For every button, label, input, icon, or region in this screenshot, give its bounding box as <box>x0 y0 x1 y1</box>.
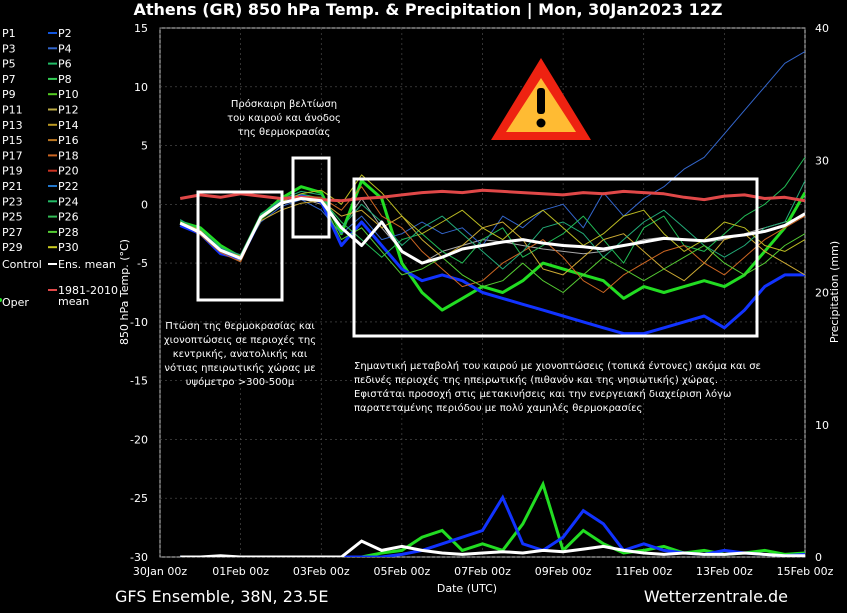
warning-exclamation-dot <box>536 118 546 128</box>
x-tick-label: 15Feb 00z <box>777 565 834 578</box>
legend-label-p11: P11 <box>2 104 23 117</box>
x-tick-label: 05Feb 00z <box>374 565 431 578</box>
precip-series-oper <box>180 480 805 557</box>
y2-tick-label: 30 <box>815 154 829 167</box>
legend-label-p18: P18 <box>58 149 79 162</box>
y-tick-label: -15 <box>130 375 148 388</box>
footer-source: Wetterzentrale.de <box>644 587 788 606</box>
y-tick-label: 5 <box>141 140 148 153</box>
y-tick-label: 0 <box>141 198 148 211</box>
legend-label-p12: P12 <box>58 104 79 117</box>
temp-series-1981-2010-mean <box>179 188 805 203</box>
y2-tick-label: 40 <box>815 22 829 35</box>
annotation-drop-line: χιονοπτώσεις σε περιοχές της <box>164 334 316 346</box>
legend-label-p29: P29 <box>2 241 23 254</box>
y2-tick-label: 10 <box>815 419 829 432</box>
annotation-change-line: Εφιστάται προσοχή στις μετακινήσεις και … <box>354 388 731 400</box>
legend-label-p6: P6 <box>58 58 72 71</box>
legend-label-p17: P17 <box>2 149 23 162</box>
annotation-change-line: πεδινές περιοχές της ηπειρωτικής (πιθανό… <box>354 374 718 386</box>
warning-exclamation-bar <box>537 88 545 114</box>
x-tick-label: 03Feb 00z <box>293 565 350 578</box>
y-tick-label: -25 <box>130 492 148 505</box>
legend-label-p4: P4 <box>58 42 72 55</box>
legend-swatch-oper <box>0 298 2 302</box>
legend-label-p23: P23 <box>2 195 23 208</box>
annotation-box-change <box>352 177 759 338</box>
annotation-drop-line: Πτώση της θερμοκρασίας και <box>165 320 315 332</box>
y2-axis-label: Precipitation (mm) <box>828 241 841 343</box>
annotations: Πρόσκαιρη βελτίωση του καιρού και άνοδος τ… <box>164 58 761 414</box>
legend-label-p9: P9 <box>2 88 16 101</box>
annotation-change-line: Σημαντική μεταβολή του καιρού με χιονοπτ… <box>354 360 761 372</box>
y-tick-label: -5 <box>137 257 148 270</box>
legend-label-p3: P3 <box>2 42 16 55</box>
legend-label-p27: P27 <box>2 226 23 239</box>
legend-label-control: Control <box>2 258 42 271</box>
legend-label-p2: P2 <box>58 27 72 40</box>
legend-label-p5: P5 <box>2 58 16 71</box>
plot-area: 15 10 5 0 -5 -10 -15 -20 -25 -30 40 30 20 10 0 30Jan 00… <box>130 22 834 578</box>
x-tick-label: 11Feb 00z <box>615 565 672 578</box>
legend-label-p13: P13 <box>2 119 23 132</box>
temp-series-p13 <box>180 200 805 282</box>
legend-label-p24: P24 <box>58 195 79 208</box>
y-tick-label: 10 <box>134 81 148 94</box>
temp-series-oper <box>179 179 805 312</box>
y-tick-label: 15 <box>134 22 148 35</box>
chart-title: Athens (GR) 850 hPa Temp. & Precipitatio… <box>133 0 722 20</box>
annotation-drop-line: υψόμετρο >300-500μ <box>186 376 295 388</box>
legend-label-p1: P1 <box>2 27 16 40</box>
annotation-improvement-line: Πρόσκαιρη βελτίωση <box>231 98 337 110</box>
y2-tick-label: 20 <box>815 287 829 300</box>
legend-label-climate-line1: 1981-2010 <box>58 284 118 297</box>
legend-label-p22: P22 <box>58 180 79 193</box>
annotation-box-drop <box>196 190 284 302</box>
y2-tick-label: 0 <box>815 551 822 564</box>
legend-label-p26: P26 <box>58 211 79 224</box>
legend-label-p8: P8 <box>58 73 72 86</box>
annotation-drop-line: κεντρικής, ανατολικής και <box>173 348 308 360</box>
x-tick-label: 07Feb 00z <box>454 565 511 578</box>
legend-label-p25: P25 <box>2 211 23 224</box>
footer-model-info: GFS Ensemble, 38N, 23.5E <box>115 587 328 606</box>
legend: P1 P2 P3 P4 P5 P6 P7 P8 P9 P10 P11 P12 P13 P14 P15 P16 P… <box>0 27 118 309</box>
annotation-drop-line: νότιας ηπειρωτικής χώρας με <box>164 362 315 374</box>
legend-label-p16: P16 <box>58 134 79 147</box>
temp-series-p1 <box>180 51 805 257</box>
y-tick-label: -30 <box>130 551 148 564</box>
legend-label-p28: P28 <box>58 226 79 239</box>
legend-label-oper: Oper <box>2 296 29 309</box>
legend-label-p19: P19 <box>2 165 23 178</box>
legend-label-climate-line2: mean <box>58 295 89 308</box>
legend-label-p21: P21 <box>2 180 23 193</box>
annotation-improvement-line: της θερμοκρασίας <box>238 126 331 138</box>
annotation-improvement-line: του καιρού και άνοδος <box>227 112 341 124</box>
warning-triangle-icon <box>491 58 591 140</box>
x-tick-label: 01Feb 00z <box>212 565 269 578</box>
y-tick-label: -10 <box>130 316 148 329</box>
precip-series-ens-mean <box>180 539 805 557</box>
legend-label-p10: P10 <box>58 88 79 101</box>
annotation-change-line: παρατεταμένης περιόδου με πολύ χαμηλές θ… <box>354 402 642 414</box>
y-axis-label: 850 hPa Temp. (°C) <box>118 239 131 345</box>
annotation-box-improvement <box>291 156 331 239</box>
legend-label-p7: P7 <box>2 73 16 86</box>
x-tick-label: 13Feb 00z <box>696 565 753 578</box>
series-group <box>179 51 805 557</box>
legend-label-p15: P15 <box>2 134 23 147</box>
y-tick-label: -20 <box>130 433 148 446</box>
legend-label-p14: P14 <box>58 119 79 132</box>
temp-series-ens-mean <box>179 197 805 265</box>
legend-label-p30: P30 <box>58 241 79 254</box>
x-tick-label: 30Jan 00z <box>133 565 187 578</box>
x-tick-label: 09Feb 00z <box>535 565 592 578</box>
x-axis-label: Date (UTC) <box>437 582 497 595</box>
legend-label-p20: P20 <box>58 165 79 178</box>
legend-label-ens-mean: Ens. mean <box>58 258 116 271</box>
